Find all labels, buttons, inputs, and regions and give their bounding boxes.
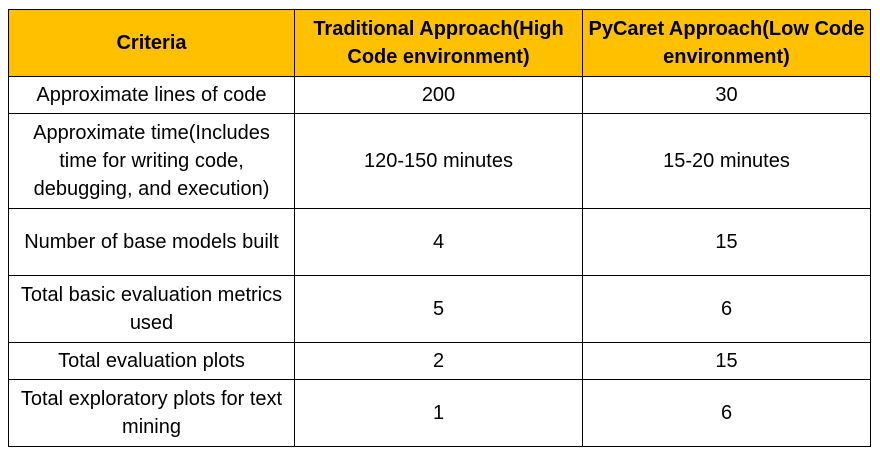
- traditional-value-cell: 1: [294, 379, 583, 447]
- pycaret-value-cell: 6: [582, 275, 871, 343]
- traditional-value-cell: 2: [294, 342, 583, 380]
- pycaret-value-cell: 15-20 minutes: [582, 113, 871, 209]
- table-row: Approximate time(Includes time for writi…: [8, 113, 871, 209]
- pycaret-value-cell: 6: [582, 379, 871, 447]
- header-traditional-approach: Traditional Approach(High Code environme…: [294, 9, 583, 77]
- criteria-cell: Total exploratory plots for text mining: [8, 379, 295, 447]
- traditional-value-cell: 5: [294, 275, 583, 343]
- comparison-table-container: Criteria Traditional Approach(High Code …: [8, 9, 871, 447]
- criteria-cell: Total evaluation plots: [8, 342, 295, 380]
- comparison-table: Criteria Traditional Approach(High Code …: [8, 9, 871, 447]
- header-criteria: Criteria: [8, 9, 295, 77]
- criteria-cell: Approximate time(Includes time for writi…: [8, 113, 295, 209]
- criteria-cell: Total basic evaluation metrics used: [8, 275, 295, 343]
- header-pycaret-approach: PyCaret Approach(Low Code environment): [582, 9, 871, 77]
- table-header-row: Criteria Traditional Approach(High Code …: [8, 9, 871, 77]
- pycaret-value-cell: 15: [582, 208, 871, 276]
- criteria-cell: Approximate lines of code: [8, 76, 295, 114]
- table-row: Number of base models built 4 15: [8, 208, 871, 276]
- table-row: Approximate lines of code 200 30: [8, 76, 871, 114]
- pycaret-value-cell: 15: [582, 342, 871, 380]
- traditional-value-cell: 120-150 minutes: [294, 113, 583, 209]
- table-row: Total basic evaluation metrics used 5 6: [8, 275, 871, 343]
- criteria-cell: Number of base models built: [8, 208, 295, 276]
- pycaret-value-cell: 30: [582, 76, 871, 114]
- traditional-value-cell: 200: [294, 76, 583, 114]
- table-row: Total exploratory plots for text mining …: [8, 379, 871, 447]
- table-row: Total evaluation plots 2 15: [8, 342, 871, 380]
- traditional-value-cell: 4: [294, 208, 583, 276]
